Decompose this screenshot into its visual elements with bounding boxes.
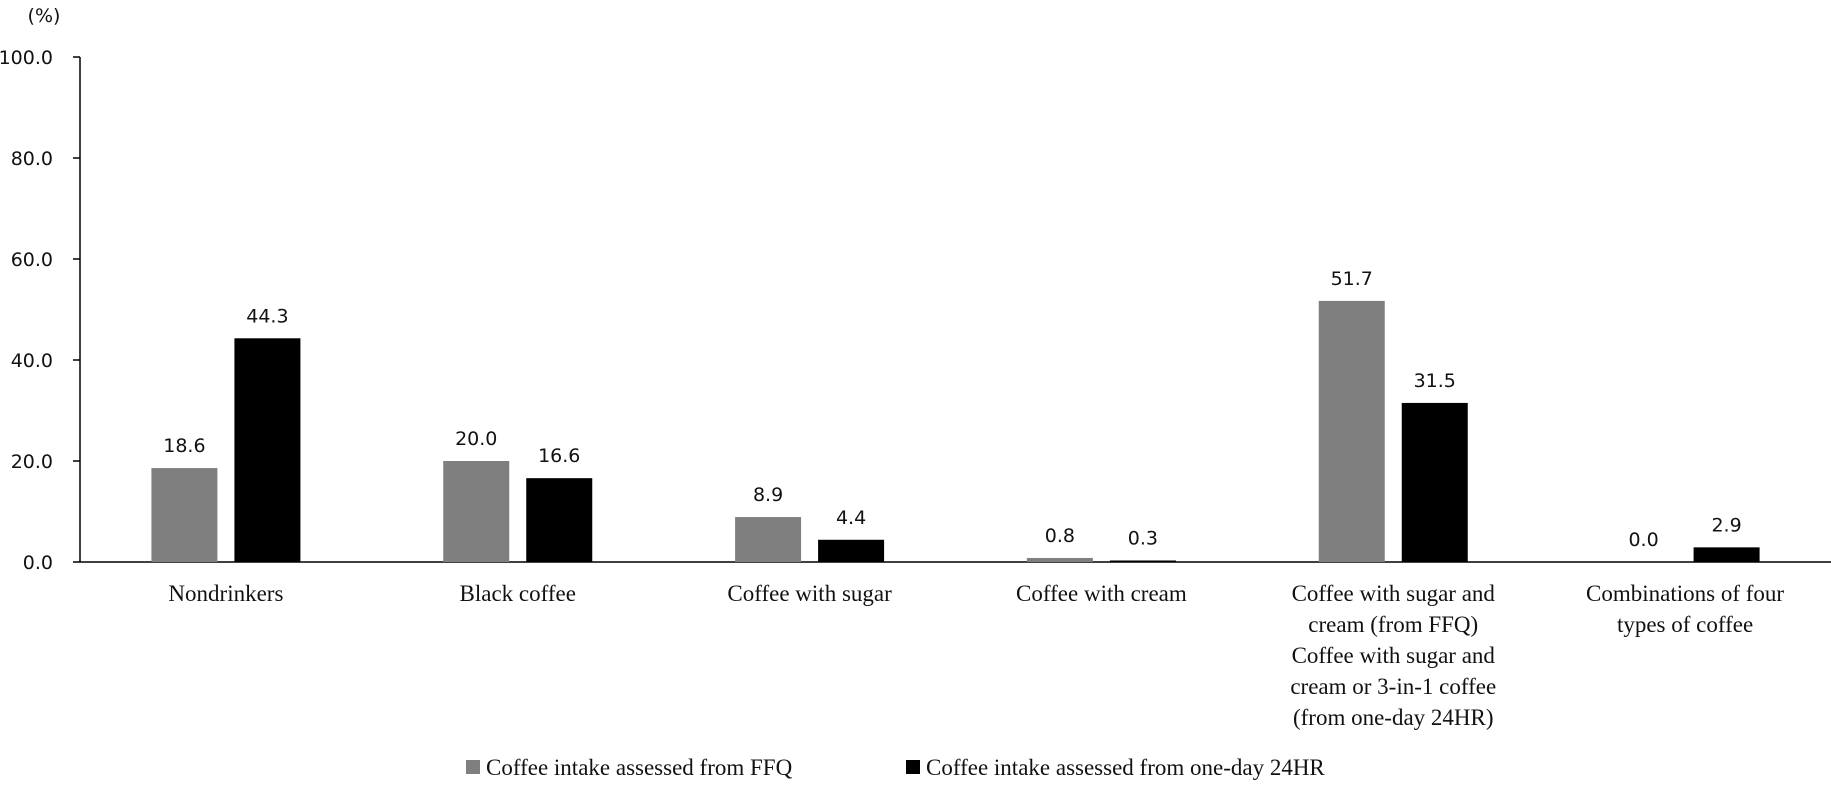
data-label: 18.6 (163, 435, 205, 457)
data-label: 44.3 (246, 305, 288, 327)
data-label: 8.9 (753, 484, 783, 506)
x-tick-label: Coffee with sugar (727, 581, 892, 606)
x-tick-label: cream (from FFQ) (1308, 612, 1478, 637)
bar (1318, 300, 1385, 562)
x-tick-label: Nondrinkers (168, 581, 283, 606)
data-label: 31.5 (1414, 370, 1456, 392)
y-tick-label: 0.0 (23, 552, 53, 574)
y-tick-label: 20.0 (11, 451, 53, 473)
x-tick-label: Black coffee (460, 581, 576, 606)
bar (1026, 557, 1093, 562)
bar (1109, 560, 1176, 562)
x-tick-label: (from one-day 24HR) (1293, 705, 1494, 730)
x-tick-label: Coffee with cream (1016, 581, 1187, 606)
legend-swatch (466, 760, 480, 774)
x-tick-label: Combinations of four (1586, 581, 1784, 606)
bar (1693, 547, 1760, 562)
data-label: 2.9 (1711, 514, 1741, 536)
y-tick-label: 80.0 (11, 148, 53, 170)
bar (1401, 402, 1468, 562)
legend-label: Coffee intake assessed from one-day 24HR (926, 755, 1325, 780)
legend-label: Coffee intake assessed from FFQ (486, 755, 793, 780)
data-label: 16.6 (538, 445, 580, 467)
y-tick-label: 40.0 (11, 350, 53, 372)
bar (526, 478, 593, 562)
y-tick-label: 100.0 (0, 47, 53, 69)
x-tick-label: cream or 3-in-1 coffee (1290, 674, 1496, 699)
bar (818, 539, 885, 562)
data-label: 51.7 (1331, 268, 1373, 290)
y-tick-label: 60.0 (11, 249, 53, 271)
data-label: 0.0 (1628, 529, 1658, 551)
data-label: 4.4 (836, 507, 866, 529)
bar (443, 461, 510, 562)
data-label: 0.3 (1128, 527, 1158, 549)
legend-swatch (906, 760, 920, 774)
y-axis-unit-label: (%) (28, 5, 61, 27)
x-tick-label: Coffee with sugar and (1292, 643, 1496, 668)
bar (735, 517, 802, 562)
data-label: 20.0 (455, 428, 497, 450)
x-tick-label: Coffee with sugar and (1292, 581, 1496, 606)
x-tick-label: types of coffee (1617, 612, 1753, 637)
data-label: 0.8 (1045, 525, 1075, 547)
bar (234, 338, 301, 562)
bar (151, 468, 218, 562)
